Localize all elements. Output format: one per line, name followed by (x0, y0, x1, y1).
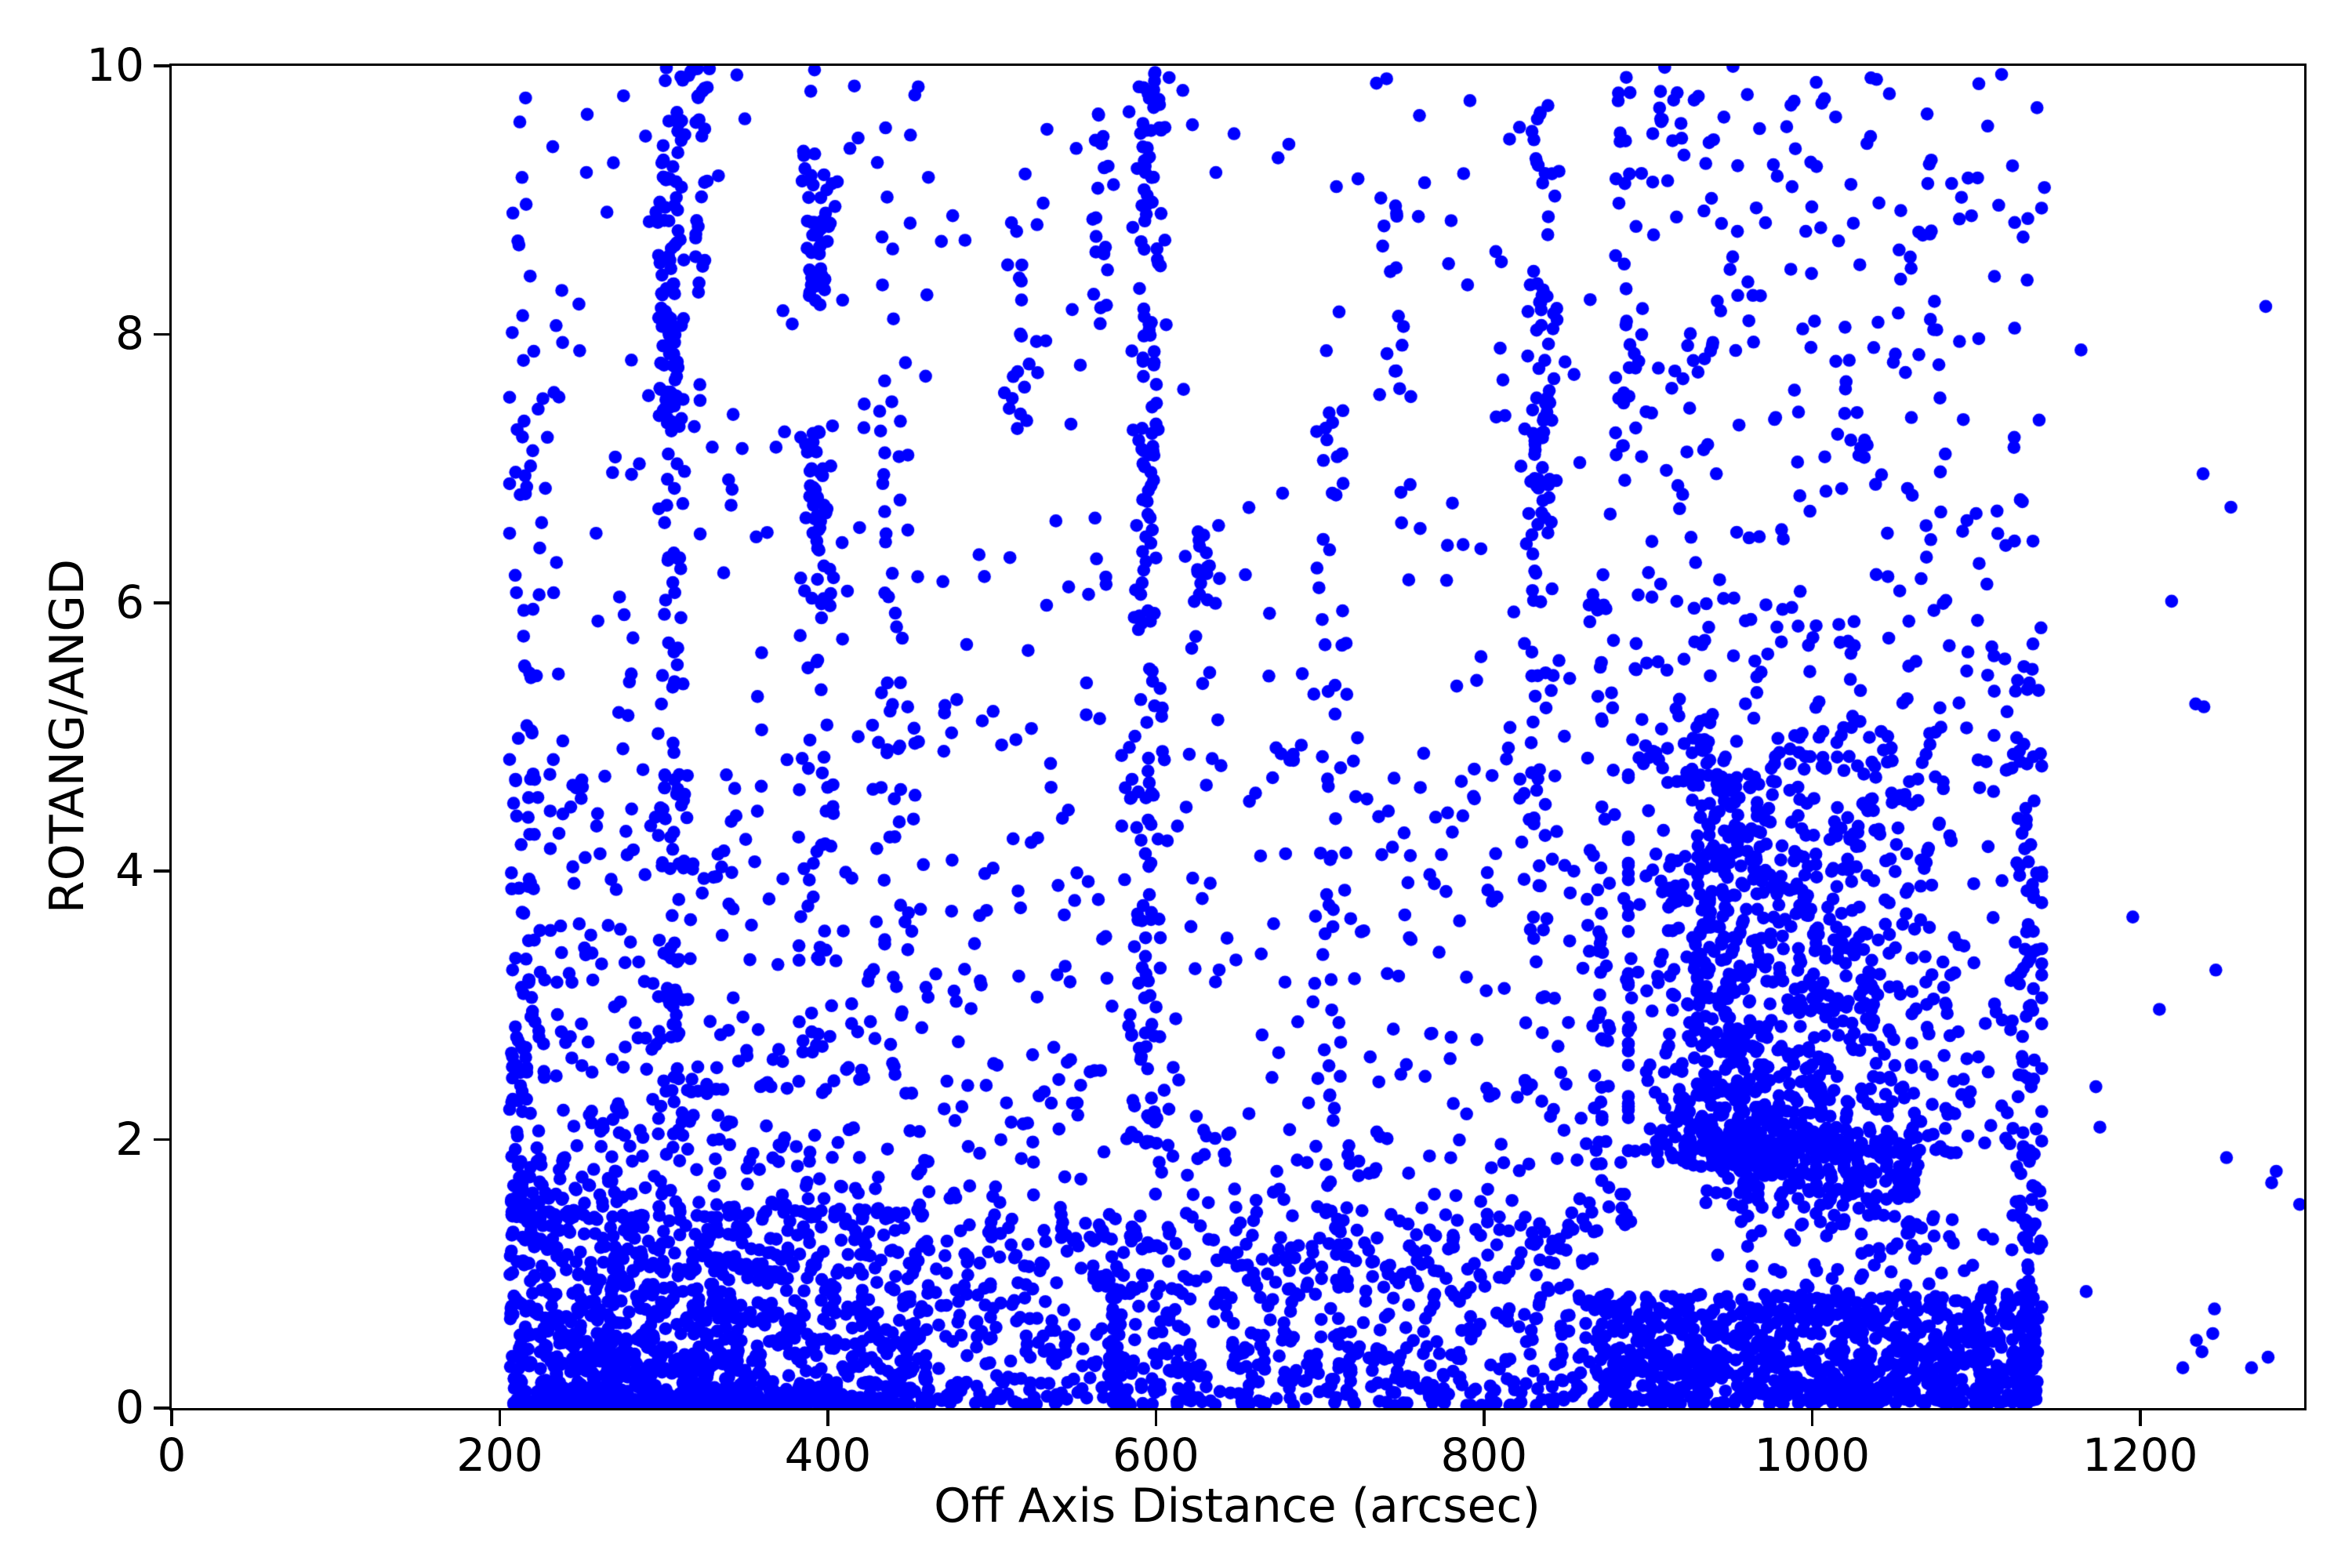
y-tick (154, 1138, 169, 1142)
y-tick-label: 4 (115, 844, 144, 898)
x-tick (1154, 1410, 1158, 1426)
x-tick-label: 600 (1112, 1428, 1200, 1482)
y-tick-label: 2 (115, 1112, 144, 1166)
y-tick (154, 64, 169, 67)
x-axis-label: Off Axis Distance (arcsec) (934, 1479, 1541, 1534)
scatter-points-canvas (172, 66, 2304, 1408)
x-tick (170, 1410, 173, 1426)
y-tick (154, 601, 169, 604)
x-tick-label: 1200 (2082, 1428, 2198, 1482)
plot-area (169, 64, 2307, 1410)
x-tick-label: 0 (157, 1428, 187, 1482)
x-tick-label: 200 (456, 1428, 543, 1482)
x-tick (826, 1410, 829, 1426)
y-tick-label: 8 (115, 307, 144, 361)
x-tick (1483, 1410, 1486, 1426)
y-tick (154, 332, 169, 336)
x-tick-label: 400 (784, 1428, 872, 1482)
y-tick (154, 1406, 169, 1410)
x-tick (498, 1410, 502, 1426)
x-tick-label: 800 (1440, 1428, 1528, 1482)
x-tick (1810, 1410, 1814, 1426)
y-tick-label: 10 (86, 38, 144, 92)
y-tick-label: 6 (115, 575, 144, 629)
x-tick (2139, 1410, 2142, 1426)
x-tick-label: 1000 (1754, 1428, 1871, 1482)
y-tick-label: 0 (115, 1381, 144, 1434)
y-tick (154, 869, 169, 873)
y-axis-label: ROTANG/ANGD (40, 558, 95, 914)
